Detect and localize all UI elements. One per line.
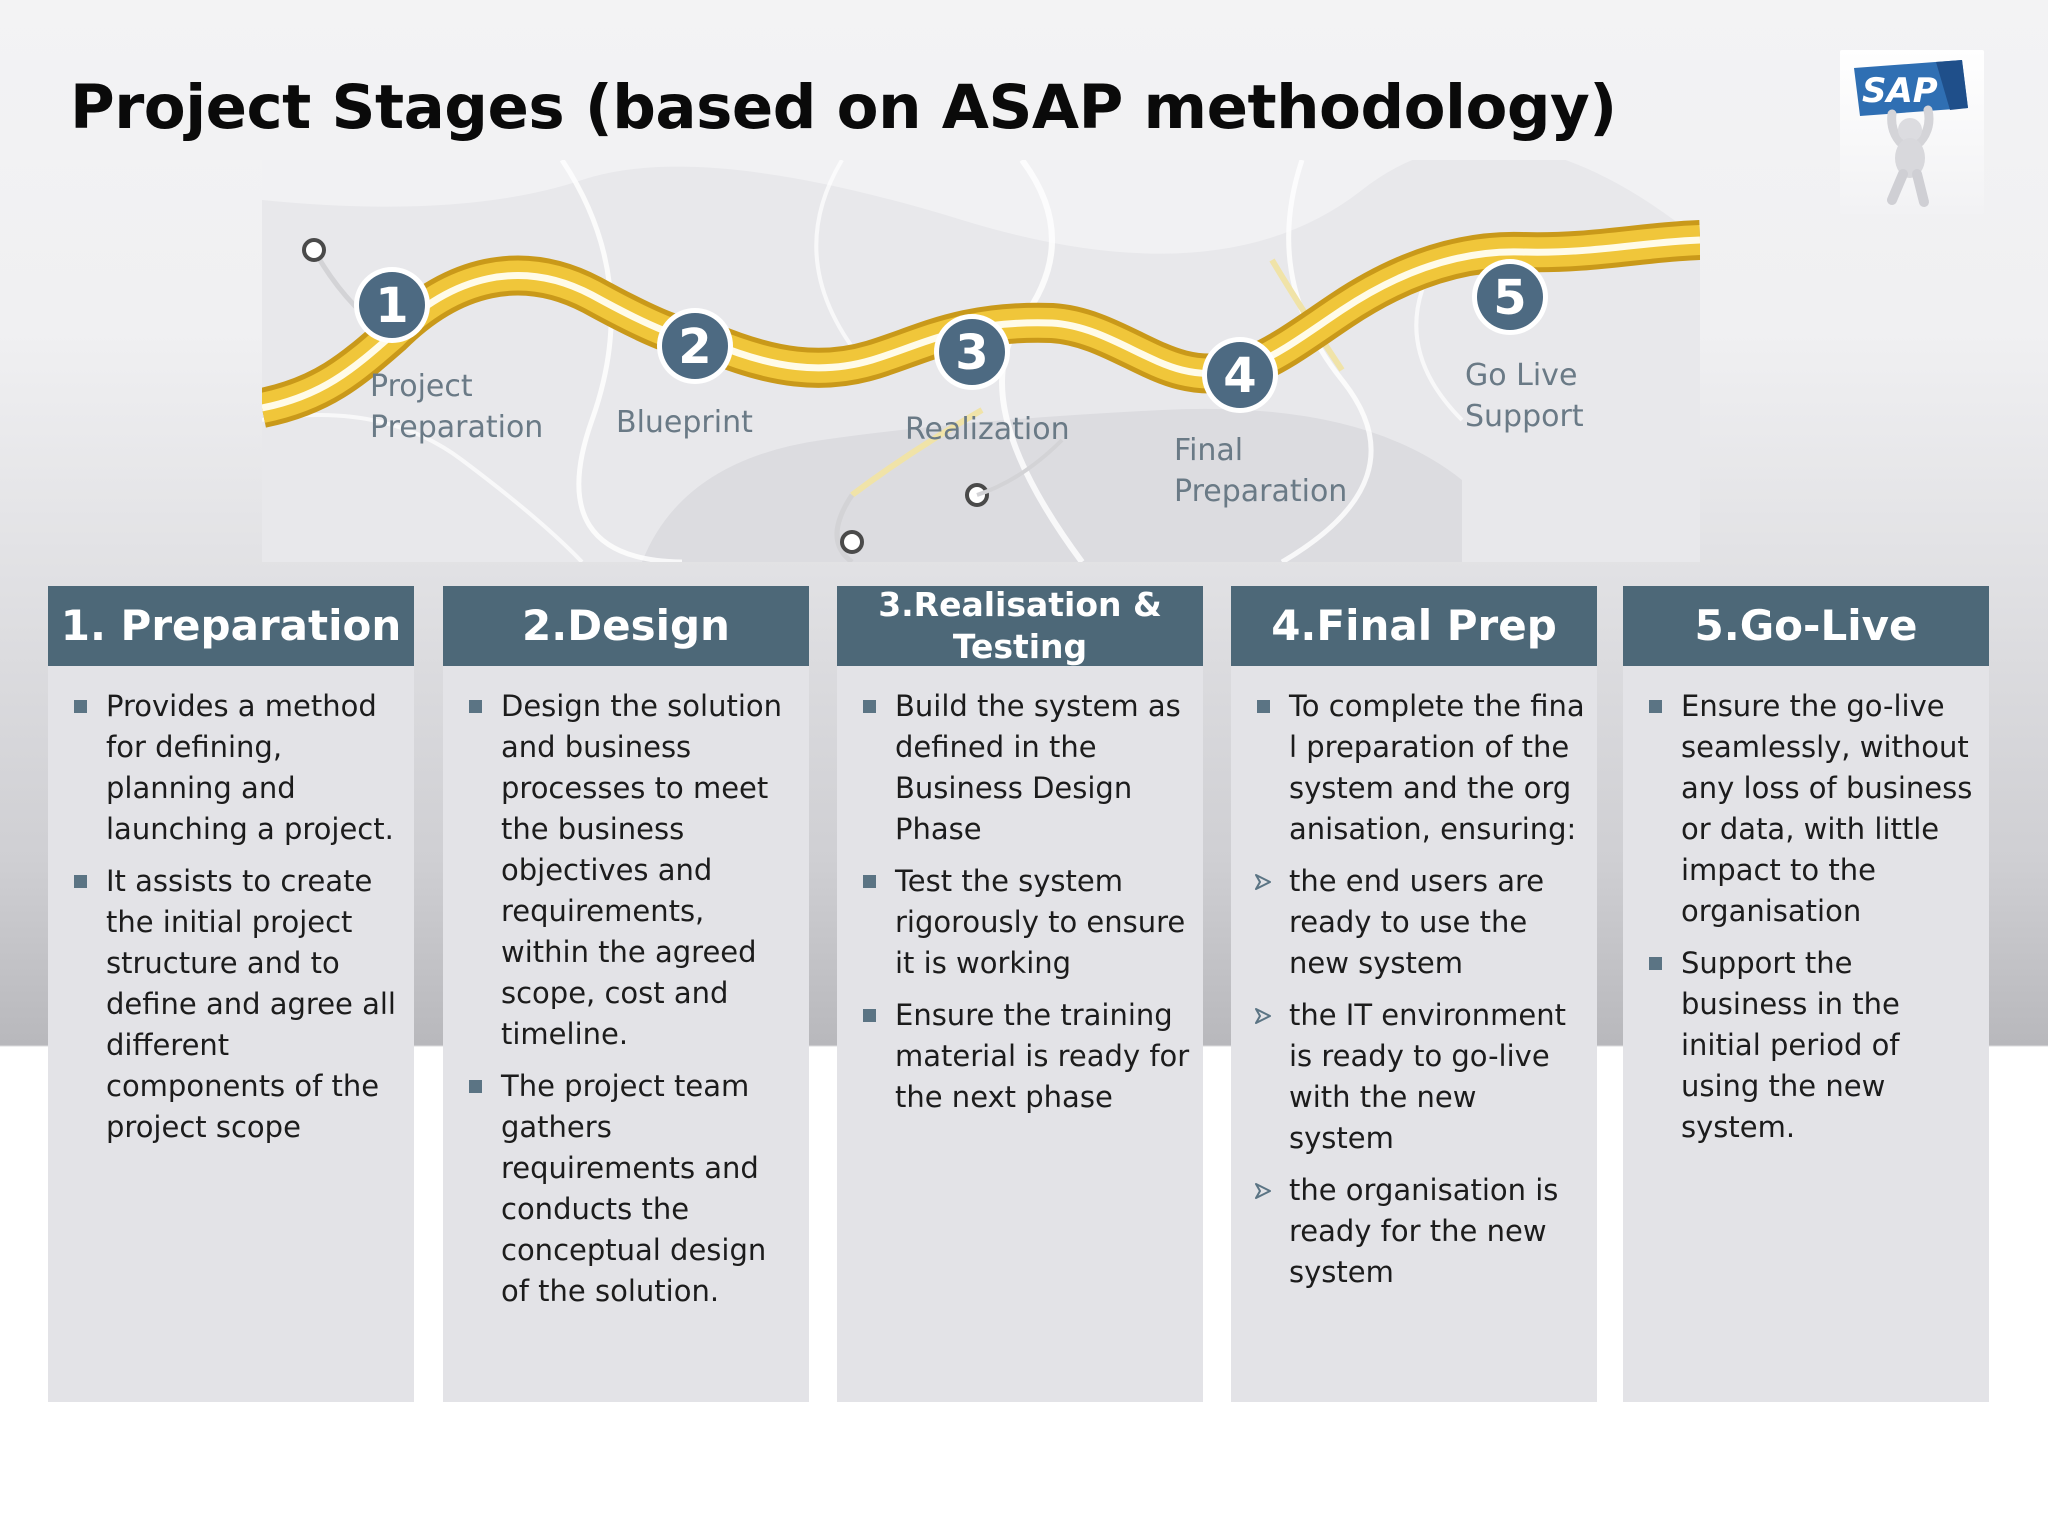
stage-column-design: 2.Design Design the solution and busines… xyxy=(443,586,809,1402)
page-title: Project Stages (based on ASAP methodolog… xyxy=(70,72,1617,143)
square-bullet-icon xyxy=(857,686,881,727)
svg-text:2: 2 xyxy=(678,319,711,375)
list-item: Build the system as defined in the Busin… xyxy=(857,686,1191,850)
stage-column-go-live: 5.Go-Live Ensure the go-live seamlessly,… xyxy=(1623,586,1989,1402)
list-item: Support the business in the initial peri… xyxy=(1643,943,1977,1148)
list-item: the end users are ready to use the new s… xyxy=(1251,861,1585,984)
list-item: Design the solution and business process… xyxy=(463,686,797,1055)
svg-text:Support: Support xyxy=(1465,399,1584,434)
arrow-bullet-icon xyxy=(1251,861,1275,902)
list-item: It assists to create the initial project… xyxy=(68,861,402,1148)
list-item: the organisation is ready for the new sy… xyxy=(1251,1170,1585,1293)
svg-text:3: 3 xyxy=(955,325,988,381)
list-item: The project team gathers requirements an… xyxy=(463,1066,797,1312)
square-bullet-icon xyxy=(1643,943,1667,984)
roadmap-stage-5: 5 Go Live Support xyxy=(1465,259,1584,434)
svg-text:5: 5 xyxy=(1493,270,1526,326)
svg-text:Blueprint: Blueprint xyxy=(616,405,753,440)
svg-text:4: 4 xyxy=(1223,348,1256,404)
stage-item-list: To complete the final preparation of the… xyxy=(1251,686,1585,1293)
arrow-bullet-icon xyxy=(1251,995,1275,1036)
svg-text:Final: Final xyxy=(1174,433,1243,468)
column-header: 2.Design xyxy=(443,586,809,666)
square-bullet-icon xyxy=(68,686,92,727)
arrow-bullet-icon xyxy=(1251,1170,1275,1211)
roadmap-stage-2: 2 Blueprint xyxy=(616,308,753,440)
roadmap-illustration: 1 Project Preparation 2 Blueprint 3 Real… xyxy=(262,160,1700,562)
svg-text:Preparation: Preparation xyxy=(370,410,543,445)
svg-text:Realization: Realization xyxy=(905,412,1070,447)
svg-text:Go Live: Go Live xyxy=(1465,358,1577,393)
svg-text:Preparation: Preparation xyxy=(1174,474,1347,509)
column-header: 4.Final Prep xyxy=(1231,586,1597,666)
list-item: Ensure the go-live seamlessly, without a… xyxy=(1643,686,1977,932)
svg-text:Project: Project xyxy=(370,369,473,404)
column-header: 1. Preparation xyxy=(48,586,414,666)
stage-item-list: Design the solution and business process… xyxy=(463,686,797,1312)
stage-column-realisation-testing: 3.Realisation & Testing Build the system… xyxy=(837,585,1203,1402)
square-bullet-icon xyxy=(68,861,92,902)
column-header: 3.Realisation & Testing xyxy=(837,585,1203,666)
square-bullet-icon xyxy=(1251,686,1275,727)
list-item: To complete the final preparation of the… xyxy=(1251,686,1585,850)
square-bullet-icon xyxy=(463,1066,487,1107)
stage-column-preparation: 1. Preparation Provides a method for def… xyxy=(48,586,414,1402)
list-item: Ensure the training material is ready fo… xyxy=(857,995,1191,1118)
svg-text:SAP: SAP xyxy=(1862,71,1938,111)
sap-figure-holding-sign-icon: SAP xyxy=(1854,60,1968,207)
column-header: 5.Go-Live xyxy=(1623,586,1989,666)
square-bullet-icon xyxy=(857,995,881,1036)
square-bullet-icon xyxy=(1643,686,1667,727)
square-bullet-icon xyxy=(857,861,881,902)
sap-logo: SAP xyxy=(1840,50,1984,214)
list-item: Test the system rigorously to ensure it … xyxy=(857,861,1191,984)
list-item: Provides a method for defining, planning… xyxy=(68,686,402,850)
stage-item-list: Provides a method for defining, planning… xyxy=(68,686,402,1148)
stage-item-list: Build the system as defined in the Busin… xyxy=(857,686,1191,1118)
svg-text:1: 1 xyxy=(375,278,408,334)
list-item: the IT environment is ready to go-live w… xyxy=(1251,995,1585,1159)
roadmap-stage-4: 4 Final Preparation xyxy=(1174,337,1347,509)
square-bullet-icon xyxy=(463,686,487,727)
stage-column-final-prep: 4.Final Prep To complete the final prepa… xyxy=(1231,586,1597,1402)
roadmap-stage-1: 1 Project Preparation xyxy=(354,267,543,445)
roadmap-stage-3: 3 Realization xyxy=(905,314,1070,447)
stage-item-list: Ensure the go-live seamlessly, without a… xyxy=(1643,686,1977,1148)
